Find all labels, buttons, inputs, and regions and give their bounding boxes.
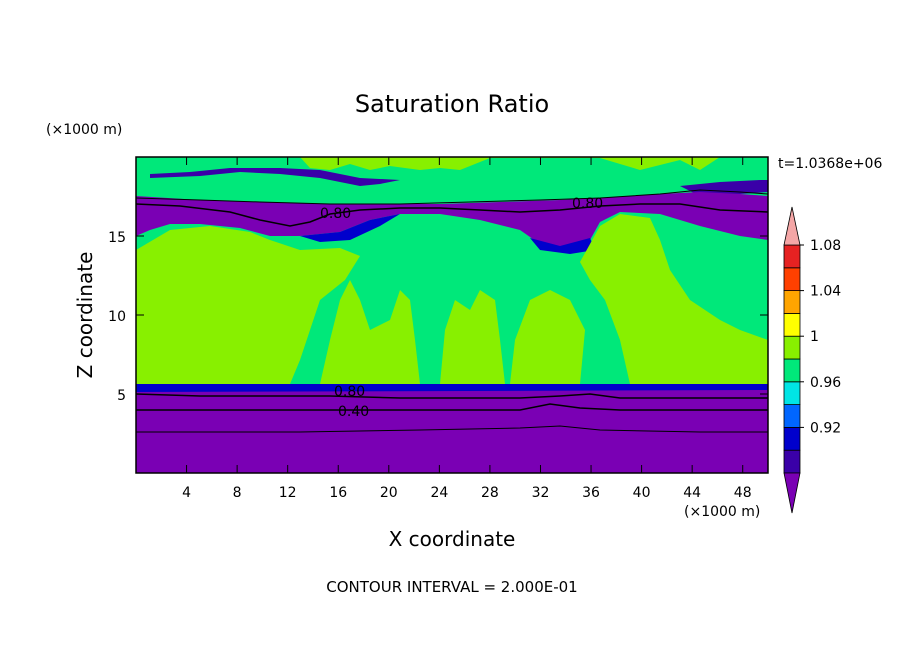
colorbar-bin <box>783 381 801 405</box>
time-label: t=1.0368e+06 <box>778 156 882 172</box>
y-tick-label: 10 <box>108 309 126 325</box>
x-tick-label: 44 <box>683 485 701 501</box>
x-axis-label: X coordinate <box>389 527 516 551</box>
x-tick-label: 12 <box>279 485 297 501</box>
x-tick-label: 36 <box>582 485 600 501</box>
colorbar-bin <box>783 426 801 451</box>
contour-line-upper-2 <box>136 189 768 205</box>
y-tick-label: 5 <box>117 388 126 404</box>
y-axis: 5 10 15 <box>108 230 768 404</box>
lower-dry-band <box>136 384 768 473</box>
mid-green-columns <box>136 226 360 384</box>
mid-green-col-2 <box>320 280 420 384</box>
mid-green-col-4 <box>510 290 585 384</box>
colorbar-bin <box>783 267 801 291</box>
colorbar-bin <box>783 335 801 360</box>
contour-line-lower-080 <box>136 393 768 399</box>
contour-label-upper-left: 0.80 <box>320 206 351 222</box>
colorbar: 0.92 0.96 1 1.04 1.08 <box>783 206 841 514</box>
contour-label-lower-080: 0.80 <box>334 384 365 400</box>
colorbar-bin <box>783 449 801 474</box>
contour-line-upper-080 <box>136 203 768 227</box>
colorbar-lower-triangle <box>783 472 801 514</box>
colorbar-bin <box>783 404 801 428</box>
colorbar-level-label: 0.96 <box>810 375 841 391</box>
x-tick-label: 4 <box>182 485 191 501</box>
colorbar-level-label: 1 <box>810 329 819 345</box>
colorbar-level-label: 1.04 <box>810 284 841 300</box>
upper-band-edge <box>300 214 400 242</box>
x-tick-label: 48 <box>734 485 752 501</box>
y-tick-label: 15 <box>108 230 126 246</box>
x-tick-label: 8 <box>233 485 242 501</box>
x-tick-label: 16 <box>329 485 347 501</box>
contour-label-upper-right: 0.80 <box>572 196 603 212</box>
x-axis: 4 8 12 16 20 24 28 32 36 40 44 48 <box>182 157 752 501</box>
colorbar-level-label: 0.92 <box>810 420 841 436</box>
contour-line-lower-3 <box>136 425 768 433</box>
x-tick-label: 32 <box>532 485 550 501</box>
colorbar-bin <box>783 290 801 314</box>
x-tick-label: 40 <box>633 485 651 501</box>
y-axis-unit: (×1000 m) <box>46 122 122 138</box>
x-tick-label: 20 <box>380 485 398 501</box>
colorbar-bin <box>783 358 801 383</box>
colorbar-bin <box>783 312 801 337</box>
lower-band-edge <box>136 384 768 392</box>
chart-title: Saturation Ratio <box>355 90 549 118</box>
colorbar-bin <box>783 244 801 269</box>
x-axis-unit: (×1000 m) <box>684 504 760 520</box>
contour-line-lower-040 <box>136 403 768 411</box>
mid-green-col-3 <box>440 290 505 384</box>
colorbar-upper-triangle <box>783 206 801 246</box>
upper-dry-streak <box>150 168 400 186</box>
y-axis-label: Z coordinate <box>73 252 97 379</box>
contour-label-lower-040: 0.40 <box>338 404 369 420</box>
x-tick-label: 24 <box>430 485 448 501</box>
upper-band-edge-right <box>530 238 595 254</box>
plot-field <box>136 157 768 473</box>
x-tick-label: 28 <box>481 485 499 501</box>
upper-green-patches <box>136 157 720 170</box>
contour-interval-note: CONTOUR INTERVAL = 2.000E-01 <box>326 578 577 596</box>
mid-green-col-5 <box>580 214 768 384</box>
colorbar-level-label: 1.08 <box>810 238 841 254</box>
